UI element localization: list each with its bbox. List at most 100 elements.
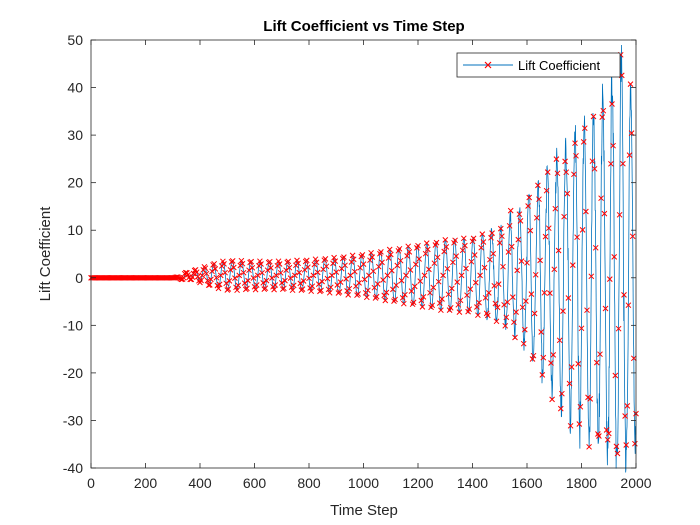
data-point-marker [611,254,618,260]
data-point-marker [528,291,535,297]
data-point-marker [536,196,542,203]
x-tick-label: 800 [297,475,321,491]
data-point-marker [272,282,279,288]
data-point-marker [299,286,306,292]
data-point-marker [433,239,440,246]
data-point-marker [360,261,367,267]
data-point-marker [589,158,596,165]
data-point-marker [241,280,248,286]
data-point-marker [485,290,492,296]
data-point-marker [393,282,400,289]
data-point-marker [383,289,390,296]
data-point-marker [456,309,463,315]
data-point-marker [527,227,534,234]
data-point-marker [305,264,311,271]
data-point-marker [479,231,486,237]
data-point-marker [559,390,565,397]
data-point-marker [453,253,460,259]
data-point-marker [397,257,404,264]
data-point-marker [268,265,274,271]
x-tick-label: 400 [188,475,212,491]
data-point-marker [564,190,571,197]
data-point-marker [427,289,433,296]
y-tick-label: 20 [67,175,83,191]
data-point-marker [615,325,622,332]
data-point-marker [496,240,503,246]
data-point-marker [532,271,539,278]
data-point-marker [259,269,265,276]
data-point-marker [540,354,547,361]
data-point-marker [246,267,252,274]
data-point-marker [346,285,353,292]
data-point-marker [420,294,427,300]
data-point-marker [423,240,430,246]
data-point-marker [614,450,621,457]
data-point-marker [623,442,630,448]
data-point-marker [454,279,461,285]
data-point-marker [551,266,558,273]
data-point-marker [577,403,584,410]
data-point-marker [526,194,533,201]
data-point-marker [419,304,426,310]
data-point-marker [230,264,237,271]
data-point-marker [308,288,315,295]
data-point-marker [269,275,275,281]
data-point-marker [603,427,610,433]
data-point-marker [476,299,482,306]
data-point-marker [430,284,437,291]
data-point-marker [610,142,616,149]
y-tick-label: 40 [67,80,83,96]
x-tick-label: 1800 [566,475,597,491]
data-point-marker [283,267,289,274]
legend: Lift Coefficient [456,52,621,78]
y-tick-label: -30 [63,412,83,428]
data-point-marker [499,233,505,240]
data-point-marker [587,396,594,402]
data-point-marker [578,325,585,332]
data-point-marker [252,286,259,293]
x-tick-label: 1200 [402,475,433,491]
data-point-marker [533,214,540,221]
data-point-marker [248,258,255,265]
data-point-marker [480,239,487,245]
data-point-marker [543,187,550,194]
data-point-marker [560,308,566,314]
series-layer [88,45,639,473]
data-point-marker [466,306,473,313]
data-point-marker [407,267,414,273]
data-point-marker [343,276,349,282]
data-point-marker [541,289,548,296]
data-point-marker [295,260,301,267]
data-point-marker [260,280,267,286]
data-point-marker [439,296,445,302]
data-point-marker [538,329,545,335]
data-point-marker [474,304,480,310]
data-point-marker [554,170,561,177]
data-point-marker [504,299,511,306]
data-point-marker [412,261,419,268]
data-point-marker [400,300,407,307]
data-point-marker [209,268,215,275]
data-point-marker [216,281,223,288]
data-point-marker [600,107,607,114]
data-point-marker [225,286,232,292]
data-point-marker [535,182,541,189]
y-tick-label: -10 [63,317,83,333]
data-point-marker [467,286,474,292]
data-point-marker [286,264,293,271]
data-point-marker [277,269,284,276]
data-point-marker [402,291,408,298]
data-point-marker [276,261,283,267]
data-point-marker [318,287,324,294]
data-point-marker [365,287,371,294]
y-tick-label: 50 [67,32,83,48]
data-point-marker [491,282,498,289]
data-point-marker [235,282,242,289]
data-point-marker [394,262,401,269]
data-point-marker [575,361,582,367]
data-point-marker [229,258,236,264]
data-point-marker [385,255,392,261]
data-point-marker [271,286,277,293]
data-point-marker [505,249,512,255]
